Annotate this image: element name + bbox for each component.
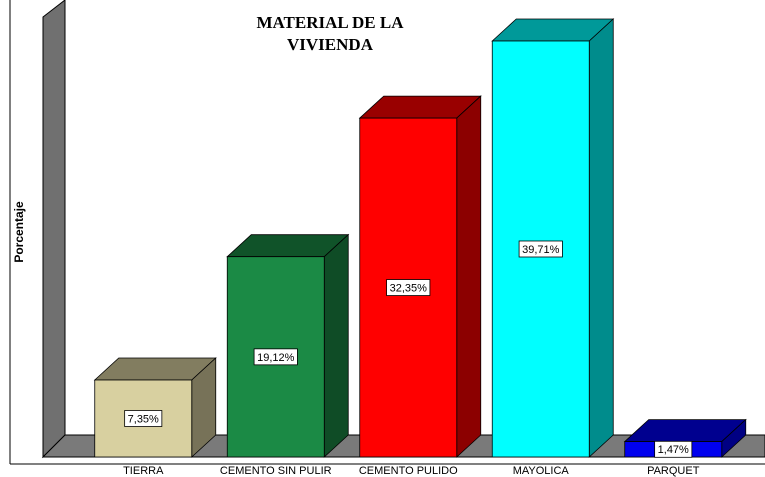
value-label-box — [518, 240, 563, 258]
value-label-box — [124, 410, 163, 427]
bar — [491, 40, 590, 458]
value-label: 1,47% — [658, 444, 689, 456]
bar-side — [323, 233, 349, 458]
x-tick-label: TIERRA — [123, 465, 164, 477]
x-tick-label: CEMENTO SIN PULIR — [220, 465, 332, 477]
x-tick-label: PARQUET — [647, 465, 700, 477]
value-label: 19,12% — [257, 352, 295, 364]
value-label-box — [386, 279, 431, 296]
bar-side — [456, 95, 482, 458]
value-label: 39,71% — [522, 244, 560, 256]
value-label-box — [253, 348, 298, 366]
value-label: 32,35% — [390, 282, 428, 294]
x-tick-label: CEMENTO PULIDO — [359, 465, 458, 477]
chart-title: MATERIAL DE LA VIVIENDA — [256, 13, 404, 54]
y-axis-label: Porcentaje — [12, 201, 26, 263]
value-label-box — [654, 440, 693, 458]
x-tick-label: MAYOLICA — [513, 465, 570, 477]
side-wall — [42, 0, 66, 459]
value-label: 7,35% — [128, 413, 159, 425]
bar-side — [588, 18, 614, 458]
